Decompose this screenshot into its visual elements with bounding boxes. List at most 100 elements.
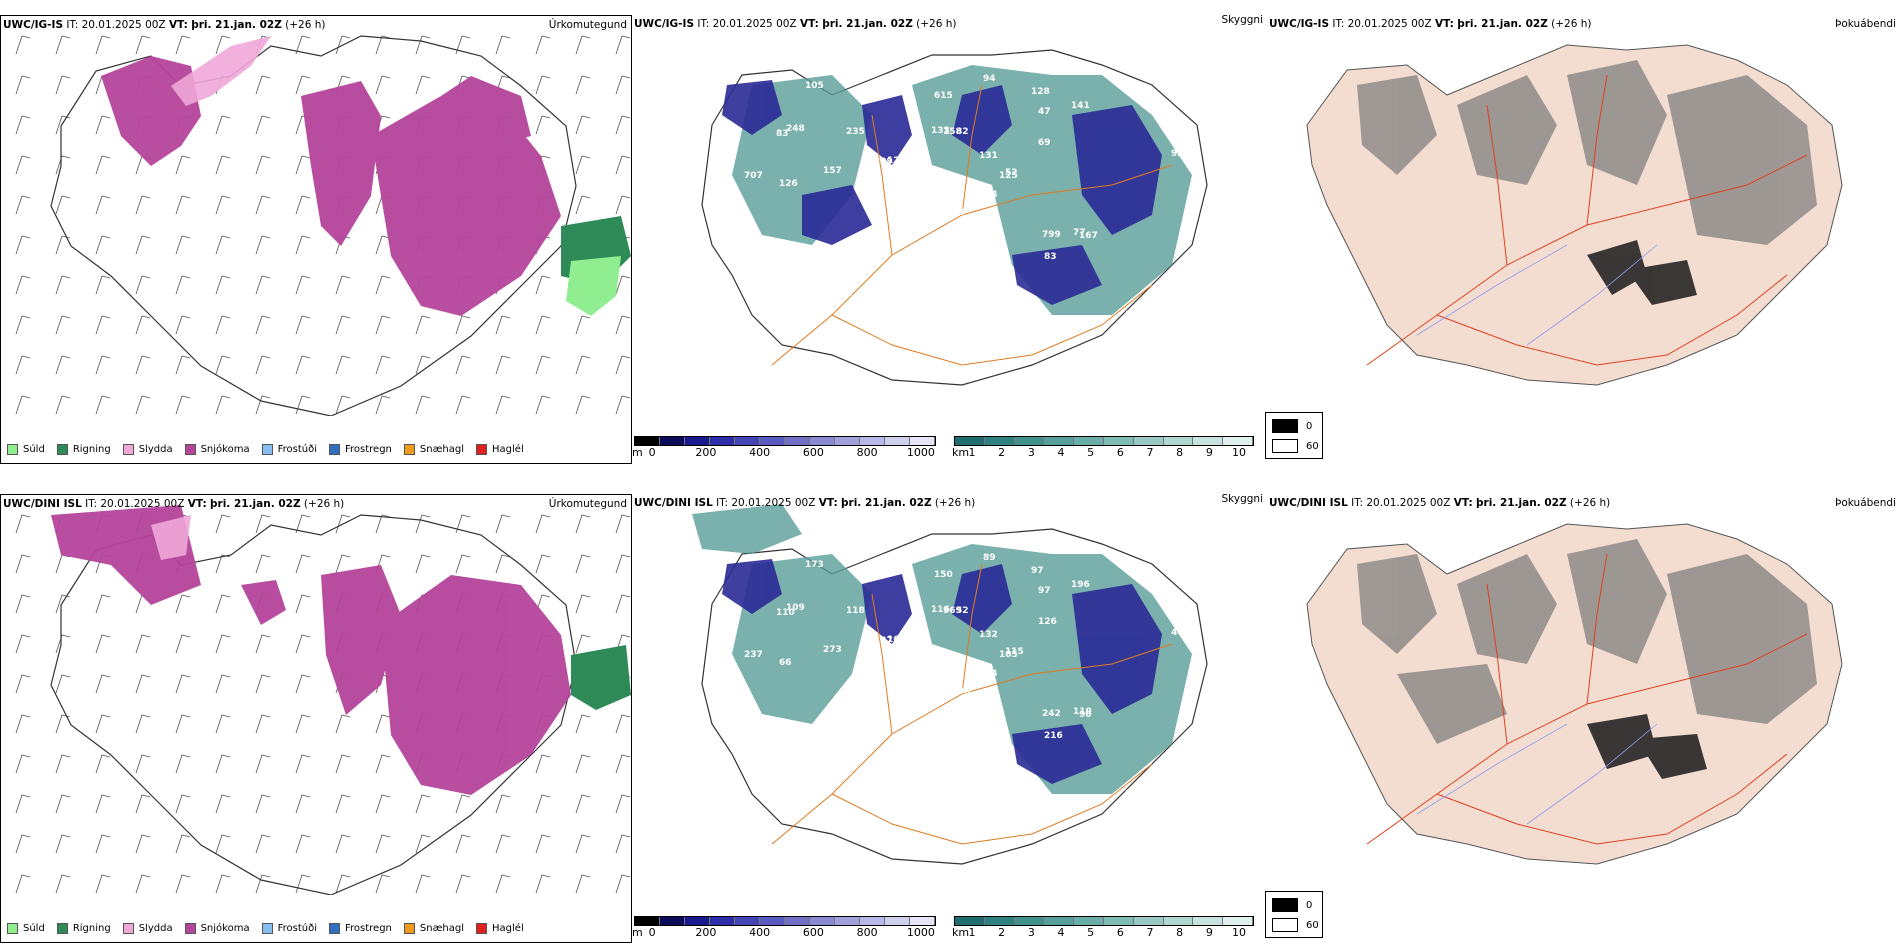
cloud-base-label: 81	[1171, 594, 1184, 604]
wind-barb	[135, 834, 151, 854]
cloud-base-label: 52	[956, 606, 969, 616]
colorbar-tick: 6	[1116, 926, 1124, 939]
fog-index-title: Þokuábendi	[1835, 497, 1896, 509]
colorbar-tick: 7	[1146, 926, 1154, 939]
fog-map	[1306, 523, 1843, 865]
it-time: 20.01.2025 00Z	[81, 19, 166, 31]
wind-barb	[95, 874, 111, 894]
cloud-base-label: 94	[985, 669, 998, 679]
cloud-base-label: 242	[1042, 709, 1061, 719]
wind-barb	[575, 395, 591, 415]
wind-barb	[215, 315, 231, 335]
wind-barb	[495, 874, 511, 894]
colorbar-tick: 2	[998, 926, 1006, 939]
it-label: IT:	[1332, 18, 1345, 30]
colorbar-tick: 8	[1176, 446, 1184, 459]
legend-swatch	[403, 923, 415, 934]
vt-label: VT:	[168, 19, 188, 31]
it-label: IT:	[85, 498, 98, 510]
wind-barb	[175, 794, 191, 814]
legend-swatch	[56, 923, 68, 934]
wind-barb	[175, 35, 191, 55]
cloud-base-label: 132	[979, 630, 998, 640]
wind-barb	[55, 634, 71, 654]
wind-barb	[175, 754, 191, 774]
wind-barb	[295, 554, 311, 574]
colorbar-tick: 10	[1232, 446, 1246, 459]
cloud-base-label: 47	[1038, 107, 1051, 117]
wind-barb	[415, 794, 431, 814]
wind-barb	[615, 355, 631, 375]
wind-barb	[15, 594, 31, 614]
wind-barb	[335, 395, 351, 415]
wind-barb	[535, 315, 551, 335]
cloud-base-label: 124	[794, 740, 813, 750]
wind-barb	[215, 754, 231, 774]
cloud-base-label: 105	[999, 650, 1018, 660]
wind-barb	[535, 794, 551, 814]
visibility-colorbar: km 1 2 3 4 5 6 7 8 9 10	[952, 436, 1254, 459]
wind-barb	[295, 315, 311, 335]
wind-barb	[455, 874, 471, 894]
wind-barb	[255, 155, 271, 175]
wind-barb	[295, 35, 311, 55]
wind-barb	[615, 594, 631, 614]
wind-barb	[55, 754, 71, 774]
wind-barb	[375, 395, 391, 415]
cloud-base-label: 81	[759, 767, 772, 777]
panel-title: UWC/IG-IS IT: 20.01.2025 00Z VT: þri. 21…	[3, 19, 326, 31]
fog-key-swatch-low	[1272, 898, 1298, 912]
legend-item-1: Rigning	[56, 444, 111, 455]
wind-barb	[15, 674, 31, 694]
cloud-base-label: 150	[934, 570, 953, 580]
legend-item-5: Frostregn	[329, 444, 392, 455]
colorbar-tick: 800	[856, 446, 878, 459]
wind-barb	[95, 754, 111, 774]
wind-barb	[135, 35, 151, 55]
cloud-base-labels: 1951101808110574975297941735966819312610…	[744, 553, 1190, 803]
legend-item-2: Slydda	[122, 444, 173, 455]
wind-barb	[295, 674, 311, 694]
cloud-base-label: 105	[1125, 310, 1144, 320]
colorbar-unit: m	[632, 446, 643, 459]
wind-barb	[55, 874, 71, 894]
cloud-base-label: 83	[1044, 252, 1057, 262]
it-label: IT:	[697, 18, 710, 30]
model-name: UWC/IG-IS	[634, 18, 695, 30]
wind-barb	[575, 315, 591, 335]
wind-barb	[15, 155, 31, 175]
wind-barb	[15, 714, 31, 734]
wind-barb	[95, 115, 111, 135]
wind-barb	[375, 35, 391, 55]
wind-barb	[375, 355, 391, 375]
legend-label: Snæhagl	[419, 923, 465, 934]
legend-swatch	[184, 444, 196, 455]
wind-barb	[255, 554, 271, 574]
snow-areas	[51, 505, 571, 795]
legend-item-0: Súld	[7, 923, 45, 934]
wind-barb	[415, 554, 431, 574]
cloud-base-label: 54	[847, 307, 860, 317]
wind-barb	[295, 155, 311, 175]
iceland-outline-map	[15, 35, 631, 416]
cloud-panel-bottom: 195 110 180 81 105 74 97 52 97 94 173 59 66 81 93 126 10…	[632, 493, 1267, 943]
roads	[1366, 74, 1808, 366]
cloud-base-label: 125	[999, 171, 1018, 181]
wind-barb	[15, 75, 31, 95]
wind-barb	[255, 754, 271, 774]
cloud-base-label: 52	[1005, 168, 1018, 178]
it-time: 20.01.2025 00Z	[1366, 497, 1451, 509]
colorbar-strip	[634, 436, 936, 446]
panel-title: UWC/DINI ISL IT: 20.01.2025 00Z VT: þri.…	[634, 497, 975, 509]
wind-barb	[15, 794, 31, 814]
colorbar-unit: m	[632, 926, 643, 939]
wind-barb	[95, 195, 111, 215]
wind-barb	[295, 754, 311, 774]
colorbar-tick: 200	[695, 446, 717, 459]
wind-barb	[295, 355, 311, 375]
cloud-base-label: 941	[928, 671, 947, 681]
wind-barb	[535, 355, 551, 375]
wind-barb	[335, 275, 351, 295]
legend-swatch	[476, 444, 488, 455]
cloud-base-label: 125	[887, 156, 906, 166]
